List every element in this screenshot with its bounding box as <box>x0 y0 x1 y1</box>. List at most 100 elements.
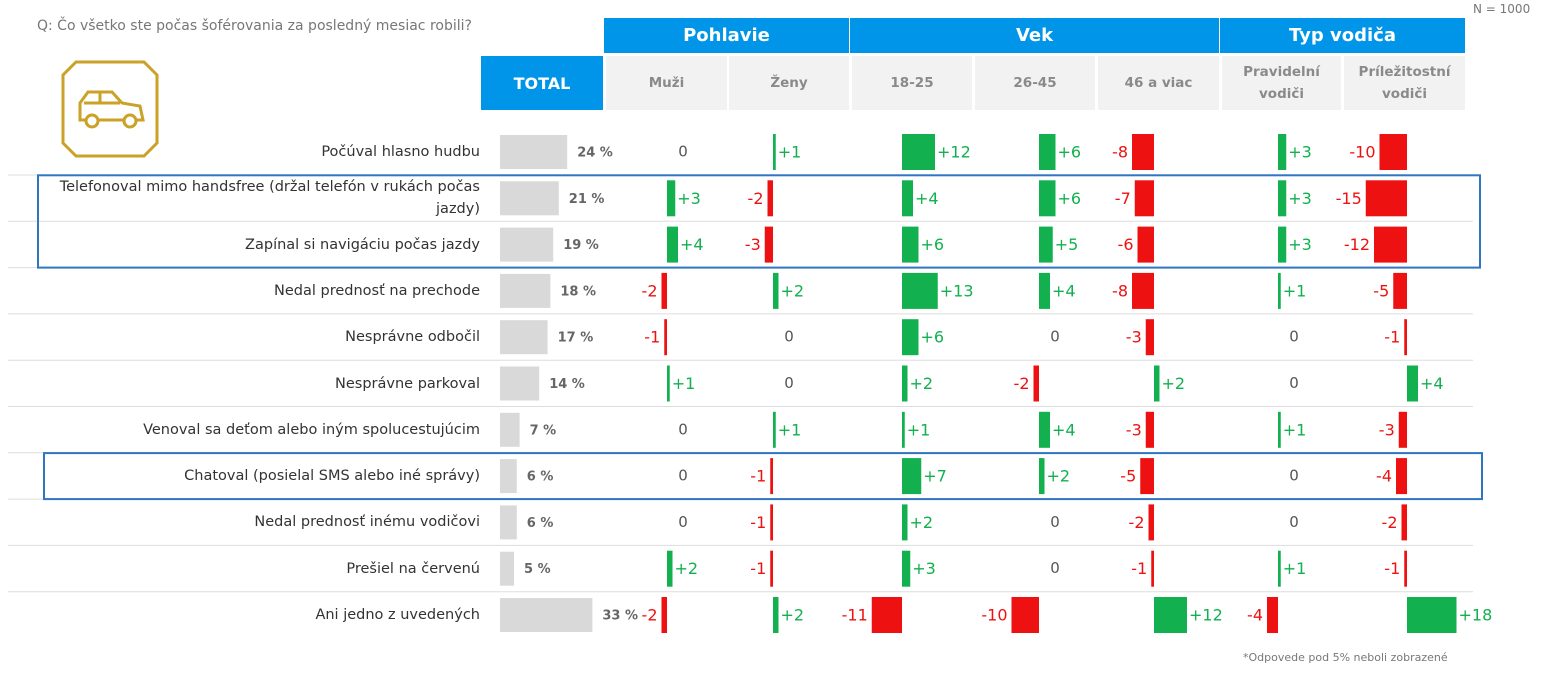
deviation-label: +18 <box>1459 606 1493 625</box>
deviation-label: -1 <box>1384 328 1400 347</box>
deviation-label: +2 <box>910 513 934 532</box>
deviation-bar <box>770 504 773 541</box>
deviation-label: +6 <box>921 328 945 347</box>
group-header: Pohlavie <box>604 18 849 53</box>
deviation-label: +3 <box>677 189 701 208</box>
deviation-label: -6 <box>1118 235 1134 254</box>
deviation-label: -1 <box>1384 559 1400 578</box>
column-header: 18-25 <box>852 56 972 110</box>
deviation-label: -3 <box>1126 328 1142 347</box>
row-label: Nesprávne odbočil <box>345 329 480 346</box>
deviation-bar <box>1134 180 1154 217</box>
column-header: Ženy <box>729 56 849 110</box>
deviation-label: +1 <box>1283 281 1307 300</box>
deviation-label: 0 <box>1050 513 1060 531</box>
row-label: Nedal prednosť na prechode <box>274 282 480 299</box>
deviation-label: +7 <box>923 467 947 486</box>
deviation-bar <box>1365 180 1407 217</box>
total-header: TOTAL <box>481 56 603 110</box>
total-bar <box>500 551 514 586</box>
deviation-label: 0 <box>1050 328 1060 346</box>
deviation-bar <box>1154 597 1187 633</box>
deviation-bar <box>773 134 776 170</box>
row-label: Nedal prednosť inému vodičovi <box>254 514 480 531</box>
deviation-label: +1 <box>907 420 931 439</box>
deviation-bar <box>1374 226 1407 263</box>
deviation-label: -3 <box>745 235 761 254</box>
deviation-label: +4 <box>1052 420 1076 439</box>
deviation-bar <box>1379 134 1407 170</box>
deviation-bar <box>667 180 676 217</box>
deviation-label: -7 <box>1115 189 1131 208</box>
deviation-bar <box>1039 226 1053 263</box>
deviation-bar <box>1278 272 1281 309</box>
deviation-bar <box>1132 272 1154 309</box>
deviation-bar <box>773 411 776 448</box>
deviation-bar <box>902 319 919 356</box>
deviation-label: -11 <box>842 606 868 625</box>
deviation-bar <box>1278 180 1287 217</box>
deviation-bar <box>1404 550 1407 587</box>
deviation-label: +6 <box>921 235 945 254</box>
deviation-label: -1 <box>1131 559 1147 578</box>
deviation-label: +3 <box>1288 143 1312 162</box>
total-bar <box>500 135 568 169</box>
deviation-label: 0 <box>784 328 794 346</box>
deviation-bar <box>902 226 919 263</box>
deviation-bar <box>1039 411 1050 448</box>
deviation-label: +12 <box>1189 606 1223 625</box>
deviation-label: +6 <box>1058 143 1082 162</box>
deviation-bar <box>773 597 779 633</box>
deviation-label: +2 <box>675 559 699 578</box>
total-bar <box>500 227 554 262</box>
deviation-label: 0 <box>678 513 688 531</box>
total-label: 14 % <box>549 377 585 392</box>
deviation-bar <box>664 319 667 356</box>
question: Q: Čo všetko ste počas šoférovania za po… <box>37 18 472 34</box>
column-header: Muži <box>606 56 727 110</box>
deviation-label: -3 <box>1126 420 1142 439</box>
deviation-label: +4 <box>1420 374 1444 393</box>
deviation-label: +1 <box>1283 420 1307 439</box>
deviation-bar <box>1404 319 1407 356</box>
row-label: Ani jedno z uvedených <box>315 607 480 623</box>
total-bar <box>500 273 551 308</box>
deviation-label: +2 <box>910 374 934 393</box>
total-label: 17 % <box>558 331 594 346</box>
deviation-label: +1 <box>1283 559 1307 578</box>
deviation-label: -8 <box>1112 281 1128 300</box>
deviation-bar <box>902 134 935 170</box>
deviation-label: -2 <box>1382 513 1398 532</box>
icon <box>61 60 159 158</box>
deviation-label: +2 <box>1162 374 1186 393</box>
deviation-bar <box>902 180 913 217</box>
deviation-label: -12 <box>1344 235 1370 254</box>
deviation-label: -5 <box>1373 281 1389 300</box>
deviation-bar <box>764 226 773 263</box>
deviation-bar <box>661 597 667 633</box>
total-label: 21 % <box>569 192 605 207</box>
total-label: 33 % <box>602 609 638 624</box>
sample-size: N = 1000 <box>1473 2 1531 16</box>
deviation-bar <box>1401 504 1407 541</box>
deviation-bar <box>1039 134 1056 170</box>
deviation-label: +4 <box>680 235 704 254</box>
total-label: 6 % <box>527 516 554 531</box>
total-label: 18 % <box>560 284 596 299</box>
deviation-label: +2 <box>781 281 805 300</box>
column-header: Príležitostní vodiči <box>1344 56 1465 110</box>
deviation-bar <box>1145 319 1154 356</box>
deviation-bar <box>667 226 678 263</box>
total-label: 24 % <box>577 146 613 161</box>
deviation-bar <box>661 272 667 309</box>
deviation-bar <box>1278 550 1281 587</box>
total-label: 19 % <box>563 238 599 253</box>
deviation-bar <box>902 411 905 448</box>
total-bar <box>500 505 517 540</box>
deviation-label: 0 <box>1289 374 1299 392</box>
deviation-bar <box>1039 180 1056 217</box>
deviation-label: 0 <box>678 467 688 485</box>
deviation-bar <box>1132 134 1154 170</box>
